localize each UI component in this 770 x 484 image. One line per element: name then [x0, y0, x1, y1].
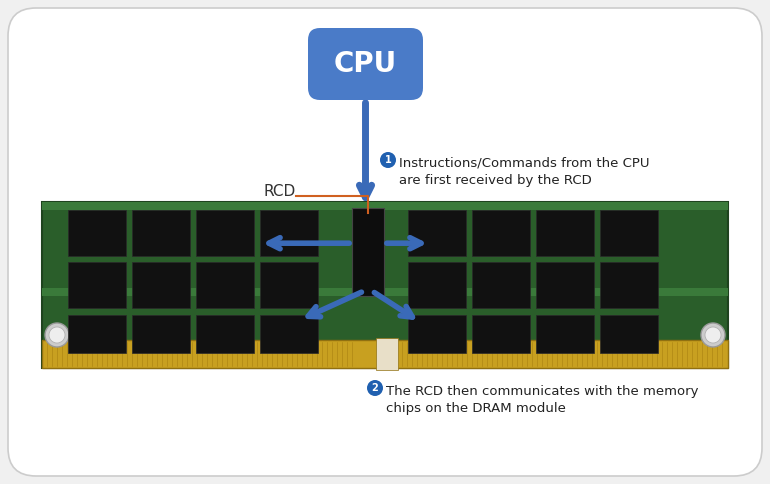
Text: are first received by the RCD: are first received by the RCD [399, 174, 592, 187]
Bar [600, 262, 658, 308]
Bar [42, 202, 728, 368]
Bar [472, 262, 530, 308]
Bar [42, 340, 728, 368]
Bar [472, 315, 530, 353]
Bar [260, 210, 318, 256]
Bar [132, 210, 190, 256]
Text: 1: 1 [385, 155, 391, 165]
Bar [42, 202, 728, 210]
Bar [196, 262, 254, 308]
Bar [68, 210, 126, 256]
Bar [376, 338, 398, 370]
Bar [42, 288, 728, 296]
FancyBboxPatch shape [308, 28, 423, 100]
Bar [132, 315, 190, 353]
Circle shape [705, 327, 721, 343]
Bar [408, 315, 466, 353]
Circle shape [701, 323, 725, 347]
Bar [352, 208, 384, 296]
Bar [536, 315, 594, 353]
Text: The RCD then communicates with the memory: The RCD then communicates with the memor… [386, 385, 698, 398]
Text: Instructions/Commands from the CPU: Instructions/Commands from the CPU [399, 157, 650, 170]
Text: RCD: RCD [264, 184, 296, 199]
Bar [68, 315, 126, 353]
Bar [408, 210, 466, 256]
Circle shape [367, 380, 383, 396]
Bar [196, 315, 254, 353]
Bar [196, 210, 254, 256]
Circle shape [49, 327, 65, 343]
Circle shape [380, 152, 396, 168]
Bar [536, 262, 594, 308]
Bar [536, 210, 594, 256]
FancyBboxPatch shape [8, 8, 762, 476]
Bar [260, 315, 318, 353]
Bar [408, 262, 466, 308]
Text: 2: 2 [372, 383, 378, 393]
Bar [600, 315, 658, 353]
Circle shape [45, 323, 69, 347]
Text: CPU: CPU [334, 50, 397, 78]
Bar [132, 262, 190, 308]
Bar [260, 262, 318, 308]
Text: chips on the DRAM module: chips on the DRAM module [386, 402, 566, 415]
Bar [68, 262, 126, 308]
Bar [600, 210, 658, 256]
Bar [472, 210, 530, 256]
